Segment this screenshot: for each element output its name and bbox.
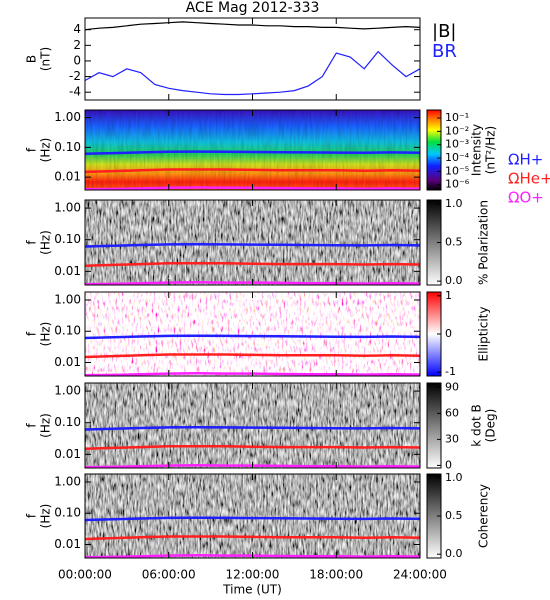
colorbar-tick-label: 0.0 <box>445 547 463 560</box>
y-tick-label: 1.00 <box>54 474 81 488</box>
y-tick-label: 1.00 <box>54 201 81 215</box>
y-tick-label: 0.10 <box>54 506 81 520</box>
y-tick-label: 0 <box>73 53 81 67</box>
y-axis-label: (Hz) <box>39 138 53 163</box>
chart-title: ACE Mag 2012-333 <box>186 0 320 16</box>
colorbar-label: % Polarization <box>477 200 491 285</box>
y-axis-label: B <box>25 55 39 63</box>
y-axis-label: (Hz) <box>39 504 53 529</box>
y-tick-label: 0.10 <box>54 324 81 338</box>
y-tick-label: 0.01 <box>54 447 81 461</box>
series-line <box>84 353 421 359</box>
x-tick-label: 06:00:00 <box>142 568 196 582</box>
colorbar-tick-label: 10⁻⁴ <box>445 151 470 164</box>
y-axis-label: (Hz) <box>39 413 53 438</box>
colorbar-tick-label: 0.0 <box>445 274 463 287</box>
y-tick-label: 1.00 <box>54 384 81 398</box>
colorbar-label: (nT²/Hz) <box>484 126 498 174</box>
colorbar-tick-label: 10⁻¹ <box>445 111 469 124</box>
colorbar-label: Coherency <box>477 484 491 548</box>
series-line <box>84 21 421 31</box>
spectrogram-texture <box>85 292 420 376</box>
legend-label: |B| <box>432 21 456 42</box>
y-tick-label: 0.10 <box>54 415 81 429</box>
y-tick-label: 0.10 <box>54 232 81 246</box>
colorbar-label: Intensity <box>470 124 484 176</box>
colorbar-tick-label: 0.5 <box>445 236 463 249</box>
x-tick-label: 18:00:00 <box>309 568 363 582</box>
y-tick-label: 0.01 <box>54 537 81 551</box>
series-line <box>84 242 421 248</box>
y-tick-label: 0.01 <box>54 170 81 184</box>
y-tick-label: -4 <box>69 85 81 99</box>
colorbar-tick-label: 1 <box>445 289 452 302</box>
colorbar-tick-label: 0.5 <box>445 509 463 522</box>
spectrogram-texture <box>85 474 420 558</box>
series-line <box>84 425 421 431</box>
series-line <box>84 516 421 522</box>
y-tick-label: 0.01 <box>54 264 81 278</box>
y-axis-label: (Hz) <box>39 322 53 347</box>
colorbar-tick-label: -1 <box>445 365 456 378</box>
y-axis-label: (Hz) <box>39 230 53 255</box>
colorbar <box>426 109 442 191</box>
y-tick-label: 1.00 <box>54 110 81 124</box>
series-line <box>84 535 421 541</box>
colorbar-tick-label: 10⁻² <box>445 124 469 137</box>
series-line <box>84 334 421 340</box>
spectrogram-texture <box>85 200 420 285</box>
y-tick-label: 2 <box>73 38 81 52</box>
legend-label: ΩO+ <box>508 189 544 207</box>
spectrogram-texture <box>85 383 420 468</box>
colorbar-tick-label: 0 <box>445 327 452 340</box>
y-tick-label: 0.01 <box>54 355 81 369</box>
colorbar-tick-label: 60 <box>445 406 459 419</box>
colorbar-label: (Deg) <box>484 409 498 443</box>
series-line <box>84 50 421 96</box>
series-line <box>84 262 421 268</box>
y-axis-label: f <box>25 331 39 336</box>
colorbar-tick-label: 90 <box>445 380 459 393</box>
legend-label: ΩHe+ <box>508 170 550 188</box>
y-axis-label: f <box>25 423 39 428</box>
y-axis-label: f <box>25 147 39 152</box>
series-line <box>84 150 421 156</box>
y-axis-label: f <box>25 240 39 245</box>
series-line <box>84 168 421 174</box>
x-tick-label: 00:00:00 <box>58 568 112 582</box>
colorbar-label: Ellipticity <box>477 307 491 362</box>
series-line <box>84 445 421 451</box>
x-tick-label: 24:00:00 <box>393 568 447 582</box>
y-tick-label: 1.00 <box>54 292 81 306</box>
colorbar-tick-label: 10⁻⁵ <box>445 164 469 177</box>
spectrogram-texture <box>85 110 420 190</box>
colorbar-tick-label: 1.0 <box>445 197 463 210</box>
colorbar-tick-label: 10⁻⁶ <box>445 178 470 191</box>
y-axis-label: (nT) <box>39 47 53 71</box>
y-axis-label: f <box>25 513 39 518</box>
colorbar-tick-label: 1.0 <box>445 471 463 484</box>
colorbar <box>426 382 442 469</box>
colorbar-label: k dot B <box>470 404 484 446</box>
y-tick-label: 4 <box>73 22 81 36</box>
colorbar-tick-label: 0 <box>445 458 452 471</box>
colorbar-tick-label: 30 <box>445 432 459 445</box>
x-axis-label: Time (UT) <box>222 583 282 597</box>
x-tick-label: 12:00:00 <box>226 568 280 582</box>
y-tick-label: -2 <box>69 69 81 83</box>
colorbar-tick-label: 10⁻³ <box>445 138 469 151</box>
plot-frame <box>84 17 421 101</box>
y-tick-label: 0.10 <box>54 140 81 154</box>
legend-label: ΩH+ <box>508 151 543 169</box>
legend-label: BR <box>432 41 457 62</box>
